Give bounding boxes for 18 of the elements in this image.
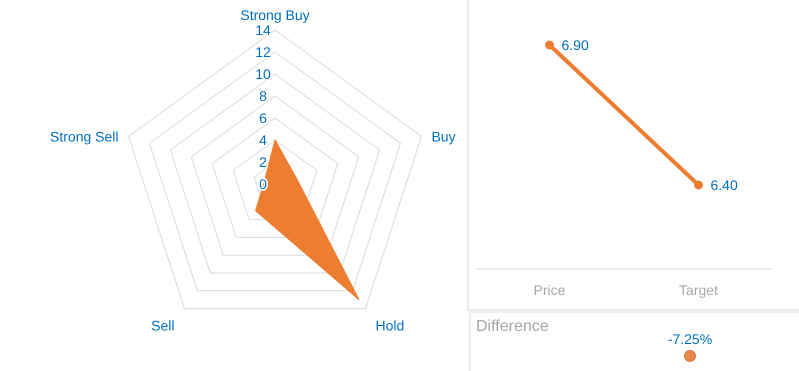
x-tick-label: Price (534, 282, 566, 298)
text: Difference (476, 318, 549, 335)
spoke-label: Strong Sell (50, 128, 119, 144)
spoke-label: Buy (431, 128, 456, 144)
data-label: 6.40 (710, 177, 738, 193)
x-tick-label: Target (679, 282, 718, 298)
spoke-label: Hold (376, 318, 404, 334)
y-tick-label: 2 (259, 154, 268, 170)
y-tick-label: 8 (259, 88, 268, 104)
data-label: -7.25% (668, 331, 712, 347)
y-tick-label: 4 (259, 132, 268, 148)
spoke-label: Strong Buy (240, 7, 310, 23)
y-tick-label: 6 (259, 110, 268, 126)
y-tick-label: 14 (255, 22, 271, 38)
spoke-label: Sell (151, 318, 174, 334)
y-tick-label: 12 (255, 44, 271, 60)
y-tick-label: 10 (255, 66, 271, 82)
data-label: 6.90 (562, 37, 589, 53)
